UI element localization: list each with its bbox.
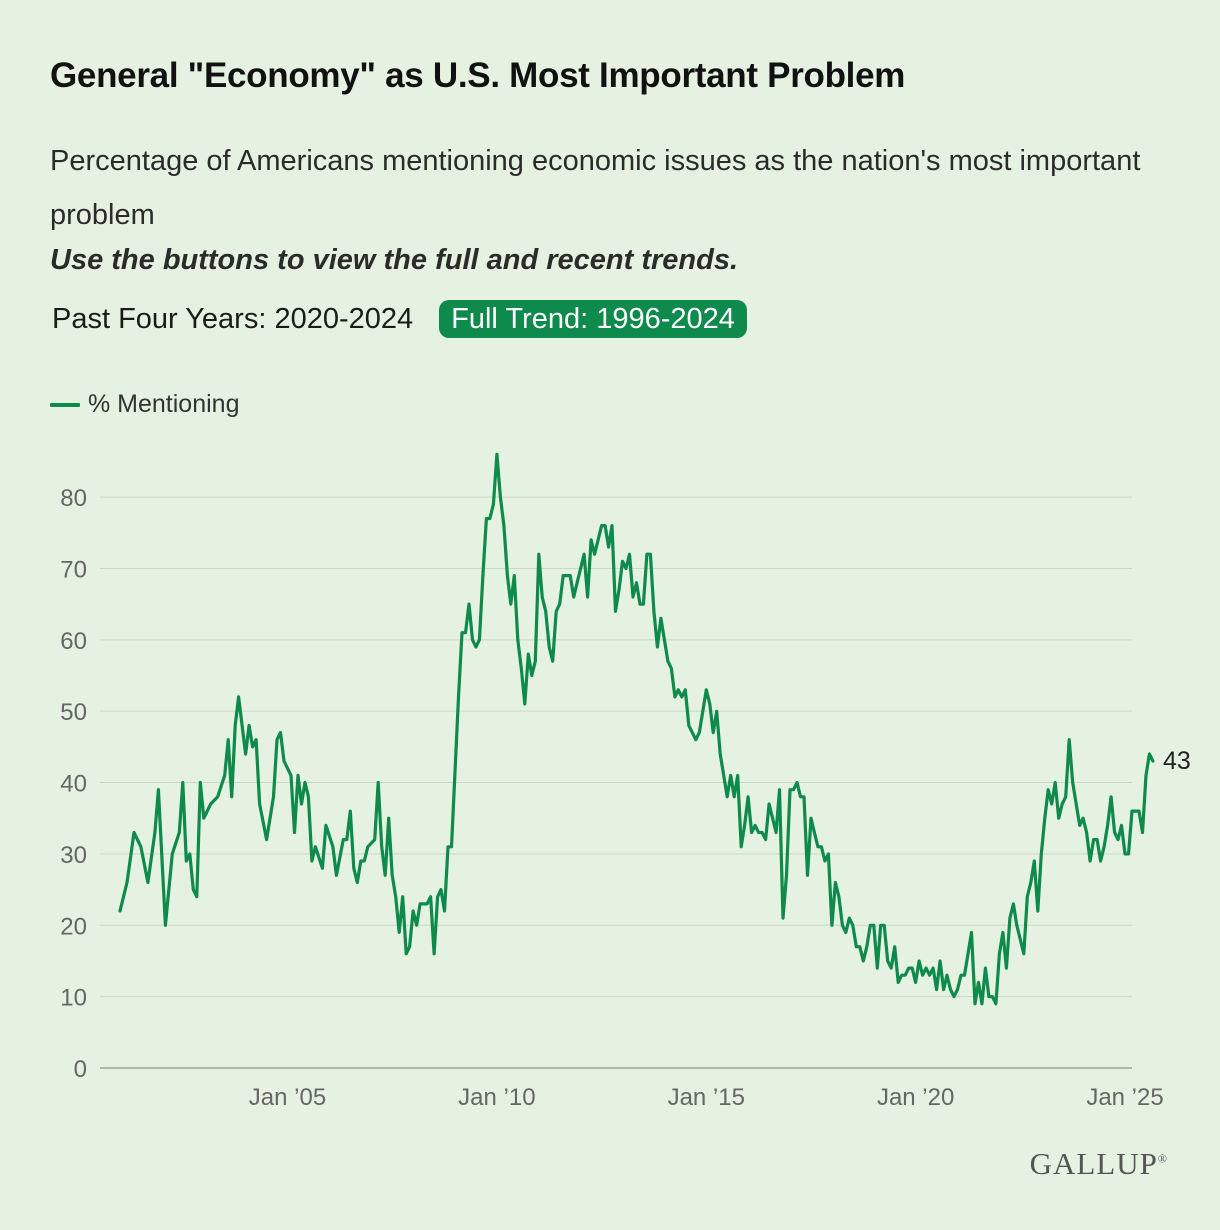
trend-toggle: Past Four Years: 2020-2024 Full Trend: 1… [40, 300, 747, 338]
chart-subtitle: Percentage of Americans mentioning econo… [50, 145, 1141, 231]
legend-swatch [50, 402, 80, 407]
series-line [118, 452, 1155, 1006]
gallup-logo: GALLUP® [1029, 1146, 1168, 1181]
chart-instruction: Use the buttons to view the full and rec… [50, 244, 739, 276]
legend-label: % Mentioning [88, 390, 240, 418]
x-tick-label: Jan ’25 [1086, 1084, 1163, 1111]
full-trend-button[interactable]: Full Trend: 1996-2024 [439, 300, 747, 338]
y-tick-label: 10 [60, 985, 87, 1012]
gallup-logo-text: GALLUP [1029, 1146, 1158, 1181]
x-tick-label: Jan ’20 [877, 1084, 954, 1111]
line-chart: 0 10 20 30 40 50 60 70 80 Jan ’05 Jan ’10 Jan ’15 Ja… [60, 452, 1191, 1111]
x-tick-label: Jan ’10 [458, 1084, 535, 1111]
chart-legend: % Mentioning [50, 390, 239, 419]
y-tick-label: 60 [60, 628, 87, 655]
y-tick-label: 20 [60, 913, 87, 940]
y-tick-label: 40 [60, 771, 87, 798]
past-four-years-button[interactable]: Past Four Years: 2020-2024 [40, 300, 425, 338]
y-tick-label: 50 [60, 699, 87, 726]
x-tick-label: Jan ’05 [249, 1084, 326, 1111]
chart-title: General "Economy" as U.S. Most Important… [50, 56, 906, 95]
y-tick-label: 0 [74, 1056, 87, 1083]
end-value-label: 43 [1163, 747, 1191, 775]
y-tick-label: 70 [60, 556, 87, 583]
y-tick-label: 30 [60, 842, 87, 869]
y-tick-label: 80 [60, 485, 87, 512]
x-tick-label: Jan ’15 [668, 1084, 745, 1111]
